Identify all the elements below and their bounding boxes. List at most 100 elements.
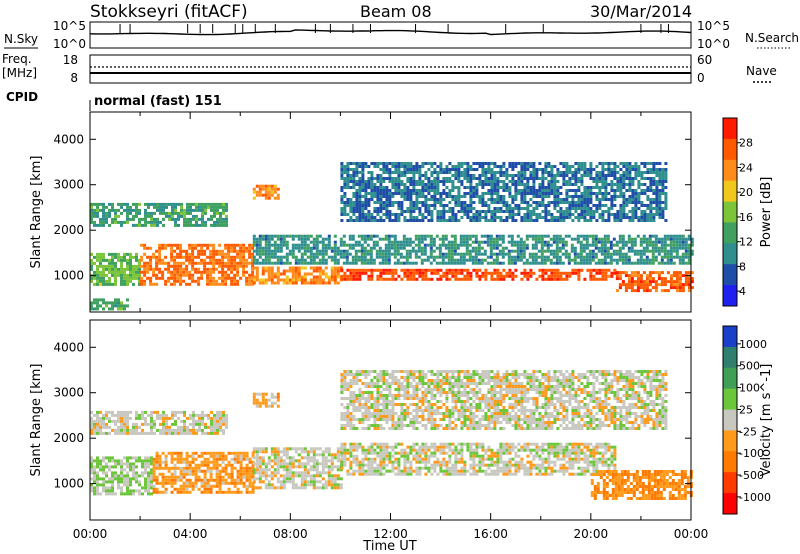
data-cell	[625, 162, 629, 165]
data-cell	[312, 255, 316, 259]
data-cell	[684, 255, 688, 259]
data-cell	[382, 168, 386, 171]
data-cell	[583, 204, 587, 207]
data-cell	[239, 451, 243, 455]
data-cell	[355, 274, 359, 278]
data-cell	[619, 204, 623, 207]
data-cell	[120, 304, 123, 308]
data-cell	[675, 240, 679, 244]
data-cell	[415, 219, 419, 222]
data-cell	[102, 465, 105, 469]
data-cell	[373, 268, 377, 272]
data-cell	[173, 270, 177, 274]
data-cell	[385, 192, 389, 195]
data-cell	[387, 255, 391, 259]
data-cell	[170, 481, 174, 485]
data-cell	[627, 258, 631, 262]
data-cell	[627, 255, 631, 259]
data-cell	[394, 189, 398, 192]
data-cell	[663, 255, 667, 259]
data-cell	[484, 201, 488, 204]
data-cell	[155, 457, 159, 461]
data-cell	[174, 223, 177, 227]
data-cell	[330, 456, 334, 460]
data-cell	[403, 271, 407, 275]
data-cell	[504, 246, 508, 250]
data-cell	[340, 448, 344, 452]
data-cell	[613, 171, 617, 174]
data-cell	[123, 279, 126, 283]
data-cell	[363, 240, 367, 244]
data-cell	[480, 258, 484, 262]
data-cell	[594, 255, 598, 259]
data-cell	[462, 261, 466, 265]
data-cell	[690, 277, 694, 281]
data-cell	[472, 268, 476, 272]
data-cell	[291, 480, 295, 484]
data-cell	[397, 207, 401, 210]
data-cell	[135, 471, 138, 475]
data-cell	[439, 204, 443, 207]
data-cell	[430, 277, 434, 281]
data-cell	[117, 477, 120, 481]
data-cell	[648, 283, 652, 287]
data-cell	[363, 246, 367, 250]
data-cell	[544, 168, 548, 171]
data-cell	[155, 475, 159, 479]
data-cell	[221, 475, 225, 479]
data-cell	[471, 234, 475, 238]
data-cell	[490, 274, 494, 278]
data-cell	[502, 274, 506, 278]
data-cell	[661, 183, 665, 186]
data-cell	[132, 223, 135, 227]
data-cell	[468, 243, 472, 247]
data-cell	[468, 249, 472, 253]
data-cell	[421, 216, 425, 219]
data-cell	[424, 186, 428, 189]
data-cell	[126, 267, 129, 271]
data-cell	[273, 184, 277, 188]
data-cell	[318, 234, 322, 238]
data-cell	[333, 258, 337, 262]
data-cell	[559, 192, 563, 195]
data-cell	[303, 246, 307, 250]
data-cell	[194, 469, 198, 473]
data-cell	[436, 183, 440, 186]
data-cell	[520, 189, 524, 192]
data-cell	[585, 246, 589, 250]
data-cell	[463, 186, 467, 189]
data-cell	[185, 282, 189, 286]
data-cell	[144, 477, 147, 481]
data-cell	[421, 201, 425, 204]
data-cell	[167, 264, 171, 268]
data-cell	[534, 246, 538, 250]
data-cell	[480, 246, 484, 250]
data-cell	[239, 475, 243, 479]
data-cell	[523, 207, 527, 210]
data-cell	[318, 240, 322, 244]
data-cell	[628, 186, 632, 189]
data-cell	[212, 270, 216, 274]
data-cell	[589, 277, 593, 281]
data-cell	[333, 249, 337, 253]
data-cell	[660, 237, 664, 241]
data-cell	[454, 271, 458, 275]
data-cell	[523, 168, 527, 171]
data-cell	[108, 282, 111, 286]
data-cell	[221, 252, 225, 256]
data-cell	[336, 266, 340, 270]
data-cell	[451, 183, 455, 186]
data-cell	[135, 456, 138, 460]
data-cell	[598, 162, 602, 165]
data-cell	[514, 204, 518, 207]
data-cell	[469, 201, 473, 204]
data-cell	[197, 252, 201, 256]
data-cell	[648, 237, 652, 241]
data-cell	[550, 189, 554, 192]
data-cell	[654, 246, 658, 250]
data-cell	[261, 249, 265, 253]
data-cell	[409, 162, 413, 165]
data-cell	[152, 490, 156, 494]
data-cell	[198, 208, 201, 212]
data-cell	[188, 469, 192, 473]
